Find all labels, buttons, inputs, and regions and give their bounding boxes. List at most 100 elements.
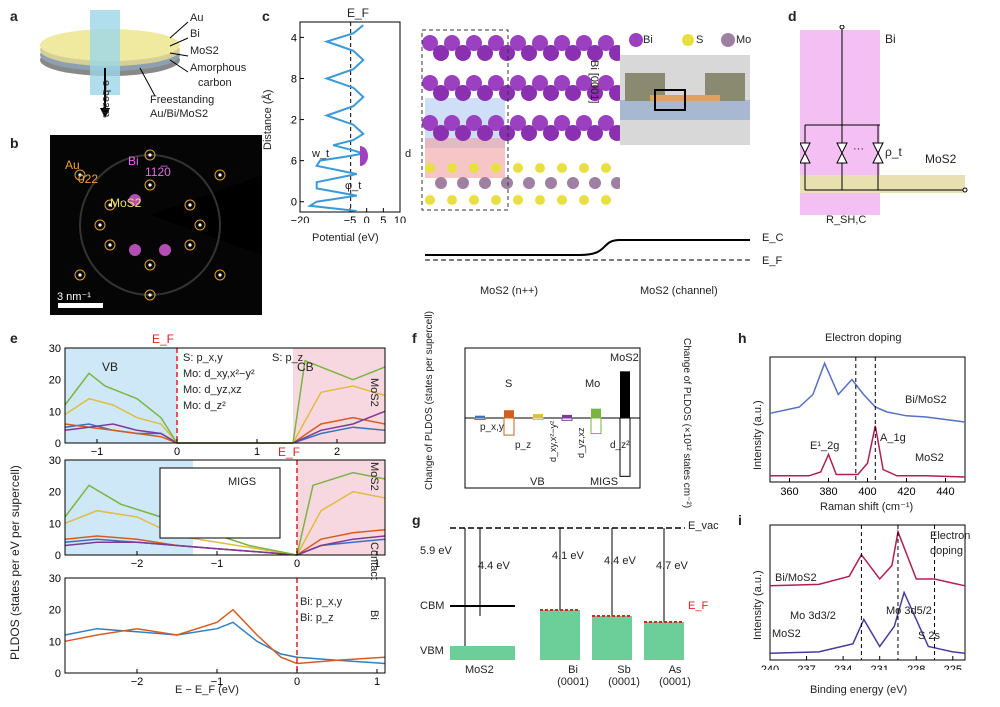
bi-atom — [598, 115, 614, 131]
i-ylabel: Intensity (a.u.) — [752, 570, 764, 640]
bi-atom — [521, 45, 537, 61]
bi-direction-label: Bi [0001] — [588, 60, 600, 104]
wt-label: w_t — [312, 148, 330, 160]
pldos-series — [64, 608, 386, 665]
mos2-spot-label: MoS2 — [110, 196, 142, 210]
vb-bar — [590, 417, 602, 435]
bi-spot-label: Bi — [128, 154, 139, 168]
d-label: d — [405, 148, 412, 160]
bi-atom — [565, 45, 581, 61]
ec-label: E_C — [762, 232, 784, 244]
mo-atom — [501, 177, 513, 189]
f-orb-dyz: d_yz,xz — [576, 427, 586, 458]
legend-mo: Mo — [736, 34, 752, 46]
s-atom — [491, 163, 501, 173]
ef-band-label: E_F — [762, 255, 783, 267]
diffraction-spot — [148, 293, 152, 297]
mo-atom — [479, 177, 491, 189]
vbm-label: VBM — [420, 645, 444, 657]
bi-atom — [488, 75, 504, 91]
s-atom — [513, 195, 523, 205]
vb-bar — [561, 417, 573, 421]
bi-atom — [598, 75, 614, 91]
conduction-band — [425, 239, 750, 256]
bi-atom — [455, 45, 471, 61]
f-ylabel-left: Change of PLDOS (states per supercell) — [424, 311, 435, 490]
au-spot-ring — [214, 269, 226, 281]
legend-s-pxy: S: p_x,y — [183, 352, 223, 364]
e-ytick: 10 — [49, 406, 61, 418]
h-ylabel: Intensity (a.u.) — [752, 400, 764, 470]
f-orb-pxy: p_x,y — [480, 422, 504, 433]
e-ytick: 10 — [49, 636, 61, 648]
bi-atom — [543, 45, 559, 61]
c-xtick: 5 — [380, 215, 386, 223]
f-legend-vb: VB — [530, 476, 545, 488]
bi-spot — [129, 194, 141, 206]
panel-c-label: c — [262, 8, 270, 24]
legend-s-pz: S: p_z — [272, 352, 304, 364]
metal-bar — [644, 622, 684, 660]
s-atom — [601, 163, 611, 173]
e-ytick: 30 — [49, 455, 61, 467]
diffraction-spot — [188, 203, 192, 207]
panel-a-schematic — [40, 10, 189, 118]
e-xtick: −1 — [91, 446, 104, 458]
legend-s: S — [696, 34, 704, 46]
bi-atom — [598, 35, 614, 51]
e-ef-label-2: E_F — [278, 445, 301, 459]
i-doping-2: doping — [930, 545, 964, 557]
freestanding-label: Freestanding — [150, 94, 215, 106]
bi-atom — [532, 115, 548, 131]
bi-atom — [521, 85, 537, 101]
bi-atom — [499, 45, 515, 61]
pldos-series — [64, 416, 386, 444]
bi-atom — [532, 75, 548, 91]
mos2-channel-label: MoS2 (channel) — [640, 285, 718, 297]
e-ytick: 0 — [55, 668, 61, 680]
i-xtick: 228 — [907, 664, 925, 670]
bi-atom — [609, 85, 620, 101]
atom-legend — [629, 33, 735, 47]
potential-curve — [306, 24, 365, 212]
e-xtick: 0 — [294, 676, 300, 688]
mos2-layer-label: MoS2 — [190, 45, 219, 57]
energy-alignment — [450, 527, 685, 660]
au-spot-ring — [144, 259, 156, 271]
e-xtick: 1 — [254, 446, 260, 458]
h-xtick: 440 — [936, 486, 954, 495]
diffraction-spot — [198, 223, 202, 227]
au-spot-ring — [144, 149, 156, 161]
bi-atom — [488, 115, 504, 131]
au-spot-ring — [194, 219, 206, 231]
au-spot-ring — [74, 269, 86, 281]
d-dots: ··· — [853, 143, 864, 155]
bi-atom — [422, 35, 438, 51]
mo-atom — [589, 177, 601, 189]
au-spot-ring — [104, 239, 116, 251]
e-xtick: −2 — [131, 676, 144, 688]
i-xtick: 237 — [797, 664, 815, 670]
bi-atom — [433, 125, 449, 141]
cbm-label: CBM — [420, 600, 445, 612]
legend-bi-pxy: Bi: p_x,y — [300, 596, 343, 608]
pldos-change-chart — [464, 347, 641, 489]
bi-atom — [499, 85, 515, 101]
bi-atom — [477, 85, 493, 101]
diffraction-spot — [78, 173, 82, 177]
c-xtick: 0 — [364, 215, 370, 223]
bi-atom — [543, 125, 559, 141]
bi-layer-label: Bi — [190, 28, 200, 40]
legend-mo-dyz: Mo: d_yz,xz — [183, 384, 242, 396]
d-bi-label: Bi — [885, 32, 896, 46]
i-xtick: 225 — [944, 664, 962, 670]
s-atom — [469, 195, 479, 205]
au-spot-index: 022 — [78, 172, 99, 186]
panel-h-label: h — [738, 330, 747, 346]
vb-label: VB — [102, 360, 119, 374]
d-rsh-label: R_SH,C — [826, 214, 867, 226]
bi-atom — [455, 125, 471, 141]
e-xtick: 1 — [374, 676, 380, 688]
migs-bar — [475, 415, 485, 418]
potential-plot: 4 8 12 16 20 −20 −5 0 5 10 — [290, 21, 406, 223]
